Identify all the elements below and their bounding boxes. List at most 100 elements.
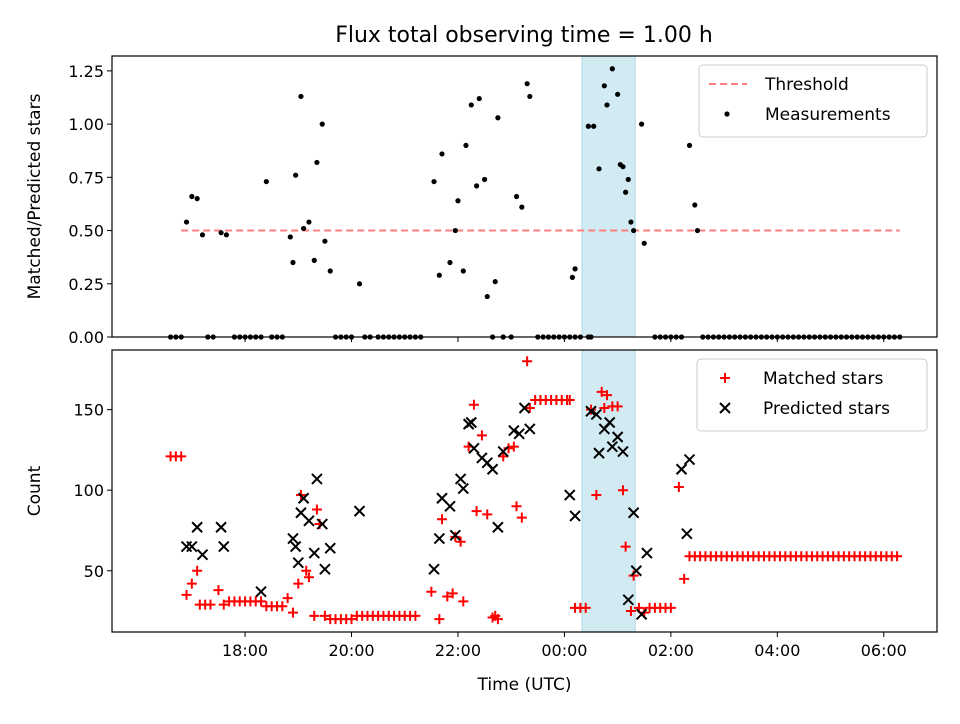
predicted-point <box>513 428 525 440</box>
measurement-point <box>694 227 701 234</box>
matched-point <box>301 565 312 576</box>
legend-box <box>698 64 928 138</box>
predicted-point <box>308 547 320 559</box>
legend-label: Threshold <box>764 75 849 95</box>
measurement-point <box>468 102 474 108</box>
matched-point <box>311 504 322 515</box>
measurement-point <box>290 259 296 266</box>
y-tick-label: 50 <box>84 562 104 581</box>
predicted-point <box>215 521 227 533</box>
y-tick-label: 100 <box>73 481 104 500</box>
measurement-point <box>306 219 312 225</box>
predicted-point <box>316 518 328 530</box>
measurement-point <box>301 225 307 232</box>
measurement-point <box>513 193 520 200</box>
predicted-point <box>627 507 640 519</box>
matched-point <box>468 399 479 410</box>
predicted-point <box>255 586 267 598</box>
matched-point <box>426 586 437 597</box>
y-axis-label: Matched/Predicted stars <box>25 93 45 299</box>
measurement-point <box>519 204 525 210</box>
predicted-point <box>465 416 477 429</box>
matched-point <box>508 441 519 452</box>
matched-point <box>282 593 293 604</box>
predicted-point <box>433 532 446 545</box>
predicted-point <box>486 463 499 475</box>
measurement-point <box>604 102 610 108</box>
measurement-point <box>572 266 578 272</box>
measurement-point <box>431 178 437 185</box>
y-axis-label: Count <box>25 465 45 516</box>
bottom-panel: 50 100 150 18:00 20:00 22:00 00:00 02:00 04:00 06… <box>25 349 938 695</box>
matched-point <box>673 481 684 492</box>
measurement-point <box>601 83 607 89</box>
measurement-point <box>591 123 597 129</box>
predicted-point <box>675 463 688 475</box>
predicted-point <box>319 563 331 575</box>
measurement-point <box>218 230 224 236</box>
measurement-point <box>585 123 591 129</box>
measurement-point <box>356 281 363 287</box>
measurement-point <box>638 121 645 127</box>
matched-point <box>458 596 469 607</box>
matched-point <box>319 610 330 621</box>
matched-point <box>522 356 533 367</box>
matched-point <box>492 614 503 625</box>
predicted-point <box>428 563 440 575</box>
x-tick-label: 22:00 <box>435 641 481 660</box>
matched-point <box>442 591 453 602</box>
measurement-point <box>476 95 482 102</box>
measurement-point <box>623 189 629 195</box>
x-axis-label: Time (UTC) <box>477 675 572 695</box>
predicted-point <box>630 565 642 577</box>
predicted-point <box>289 540 302 553</box>
highlight-band <box>581 55 636 338</box>
measurement-point <box>183 219 190 225</box>
x-tick-label: 06:00 <box>861 641 907 660</box>
measurement-point <box>436 272 442 278</box>
measurement-point <box>527 93 533 100</box>
matched-point <box>410 610 421 621</box>
top-panel: 0.00 0.25 0.50 0.75 1.00 1.25 Matched/Predicte… <box>25 55 938 347</box>
legend-measurement-swatch <box>724 111 730 117</box>
x-tick-label: 20:00 <box>328 641 374 660</box>
matched-point <box>617 485 628 496</box>
predicted-point <box>492 521 504 533</box>
matched-point <box>612 401 623 412</box>
measurement-point <box>609 66 615 72</box>
measurement-point <box>287 234 293 240</box>
y-tick-label: 150 <box>73 401 104 420</box>
measurement-point <box>631 227 637 234</box>
predicted-point <box>196 548 209 561</box>
predicted-point <box>524 423 536 435</box>
predicted-point <box>353 505 366 517</box>
predicted-point <box>518 402 531 414</box>
predicted-point <box>681 527 693 540</box>
y-tick-label: 0.00 <box>68 328 104 347</box>
matched-point <box>256 596 267 607</box>
matched-point <box>455 536 466 547</box>
predicted-point <box>635 608 648 620</box>
legend-box <box>696 358 928 432</box>
measurement-point <box>628 219 634 225</box>
measurement-point <box>455 198 461 204</box>
matched-point <box>309 610 320 621</box>
predicted-point <box>454 473 467 485</box>
predicted-point <box>508 424 520 437</box>
x-tick-label: 04:00 <box>754 641 800 660</box>
y-tick-label: 0.75 <box>68 168 104 187</box>
measurement-point <box>322 238 328 244</box>
measurement-point <box>569 274 576 280</box>
matched-point <box>447 588 458 599</box>
matched-point <box>205 599 216 610</box>
predicted-point <box>590 408 603 421</box>
predicted-point <box>564 489 576 501</box>
measurement-point <box>319 121 325 127</box>
matched-point <box>586 404 597 415</box>
predicted-point <box>449 529 462 542</box>
measurement-point <box>439 151 445 157</box>
matched-point <box>524 403 535 414</box>
measurement-point <box>327 268 333 274</box>
measurement-point <box>460 268 466 274</box>
